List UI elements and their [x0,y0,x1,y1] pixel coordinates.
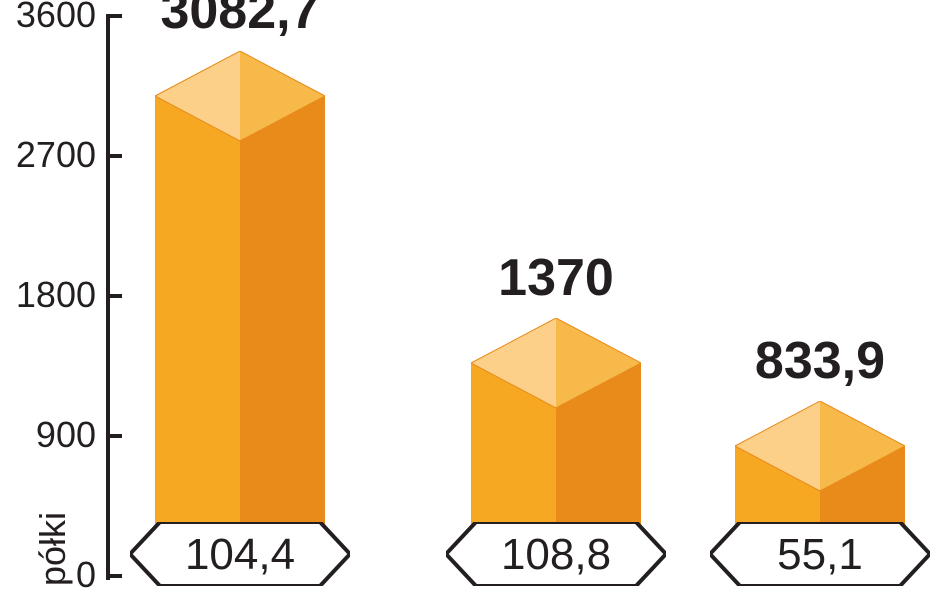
bar: 833,9 55,1 [0,0,948,593]
bar-value-label: 833,9 [670,331,948,391]
bar-chart: 0900180027003600półki3082,7104,41370108,… [0,0,948,593]
bar-badge: 55,1 [710,522,930,586]
bar-top-face [735,401,905,493]
bar-badge-label: 55,1 [710,530,930,580]
